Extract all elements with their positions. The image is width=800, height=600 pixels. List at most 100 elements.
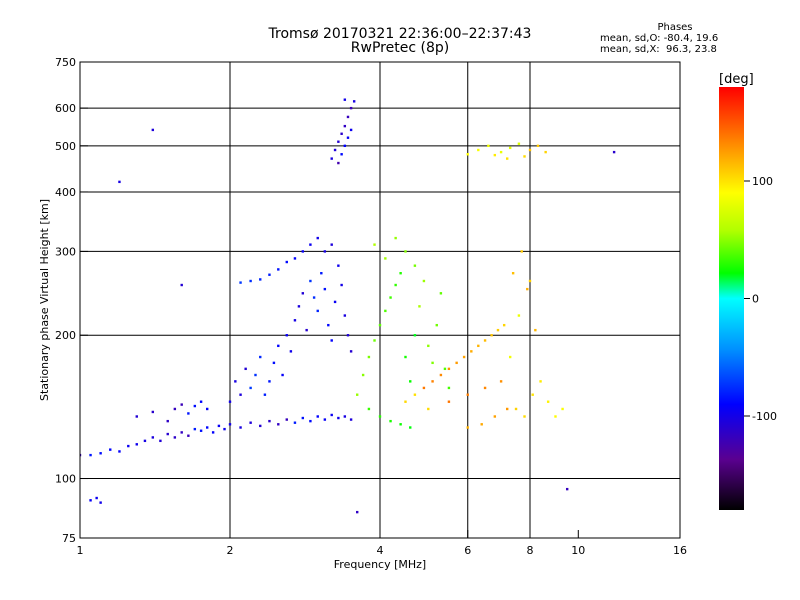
- data-point: [355, 393, 359, 396]
- data-point: [239, 426, 242, 429]
- data-point: [487, 144, 490, 148]
- data-point: [277, 268, 280, 271]
- data-point: [343, 415, 347, 418]
- x-tick-label: 8: [527, 544, 534, 557]
- data-point: [422, 279, 426, 283]
- data-point: [493, 415, 497, 418]
- y-tick-label: 750: [55, 56, 76, 69]
- data-point: [330, 413, 333, 417]
- data-point: [483, 386, 487, 390]
- data-point: [187, 434, 190, 437]
- data-point: [493, 153, 497, 157]
- data-point: [431, 380, 434, 383]
- data-point: [531, 393, 534, 396]
- data-point: [435, 323, 438, 327]
- data-point: [277, 423, 280, 426]
- data-point: [223, 427, 226, 431]
- data-point: [259, 424, 262, 428]
- data-point: [293, 319, 297, 322]
- data-point: [118, 180, 121, 184]
- data-point: [249, 421, 252, 424]
- data-point: [199, 400, 203, 403]
- data-point: [180, 283, 183, 287]
- data-point: [346, 115, 350, 119]
- data-point: [427, 407, 430, 411]
- x-tick-label: 4: [377, 544, 384, 557]
- data-point: [367, 407, 371, 411]
- data-point: [309, 419, 312, 423]
- data-point: [346, 334, 350, 337]
- data-point: [272, 361, 276, 365]
- data-point: [323, 250, 327, 253]
- data-point: [277, 344, 280, 348]
- data-point: [361, 373, 365, 377]
- data-point: [534, 328, 537, 332]
- data-point: [546, 400, 550, 403]
- data-point: [333, 148, 337, 152]
- data-point: [205, 407, 209, 411]
- data-point: [612, 150, 616, 154]
- data-point: [151, 436, 155, 439]
- phases-o-line: mean, sd,O: -80.4, 19.6: [600, 33, 719, 44]
- data-point: [544, 150, 547, 154]
- data-point: [349, 350, 353, 353]
- y-tick-label: 400: [55, 186, 76, 199]
- data-point: [443, 367, 447, 371]
- data-point: [193, 404, 197, 408]
- data-point: [95, 496, 98, 500]
- data-point: [343, 314, 347, 317]
- data-point: [281, 373, 284, 377]
- data-point: [143, 439, 147, 443]
- data-point: [205, 426, 209, 429]
- data-point: [99, 501, 102, 504]
- data-point: [228, 423, 232, 426]
- data-point: [520, 250, 523, 253]
- data-point: [263, 393, 267, 396]
- data-point: [480, 423, 483, 426]
- data-point: [346, 136, 350, 139]
- data-point: [343, 98, 347, 101]
- data-point: [554, 415, 557, 418]
- data-point: [259, 278, 262, 281]
- colorbar-ticks: 100 0 -100: [744, 175, 777, 423]
- data-point: [343, 144, 347, 148]
- data-point: [268, 273, 271, 276]
- data-point: [352, 100, 356, 103]
- data-point: [337, 416, 340, 420]
- data-point: [517, 142, 521, 145]
- data-point: [217, 424, 221, 428]
- data-point: [367, 355, 371, 359]
- x-tick-label: 2: [227, 544, 234, 557]
- data-point: [413, 264, 417, 267]
- data-point: [234, 380, 237, 383]
- data-point: [490, 334, 493, 337]
- data-point: [439, 292, 443, 295]
- data-point: [409, 426, 412, 429]
- data-point: [373, 339, 376, 342]
- data-point: [312, 296, 316, 299]
- data-point: [389, 419, 392, 423]
- data-point: [340, 153, 343, 156]
- data-point: [349, 106, 353, 110]
- data-point: [285, 334, 288, 337]
- data-point: [394, 283, 397, 287]
- data-point: [109, 448, 112, 451]
- data-point: [462, 355, 466, 359]
- data-point: [309, 243, 312, 246]
- data-point: [565, 487, 569, 491]
- data-point: [316, 236, 319, 240]
- data-point: [528, 148, 532, 152]
- data-point: [502, 323, 506, 327]
- colorbar-tick-label: 100: [752, 175, 773, 188]
- data-point: [239, 281, 242, 284]
- data-point: [404, 250, 407, 253]
- data-point: [89, 499, 92, 502]
- data-point: [301, 416, 305, 420]
- x-tick-label: 6: [464, 544, 471, 557]
- data-point: [254, 373, 257, 377]
- y-axis: 75 100 200 300 400 500 600 750: [55, 56, 88, 545]
- data-point: [166, 432, 169, 436]
- y-axis-label: Stationary phase Virtual Height [km]: [38, 199, 51, 401]
- data-point: [511, 272, 515, 275]
